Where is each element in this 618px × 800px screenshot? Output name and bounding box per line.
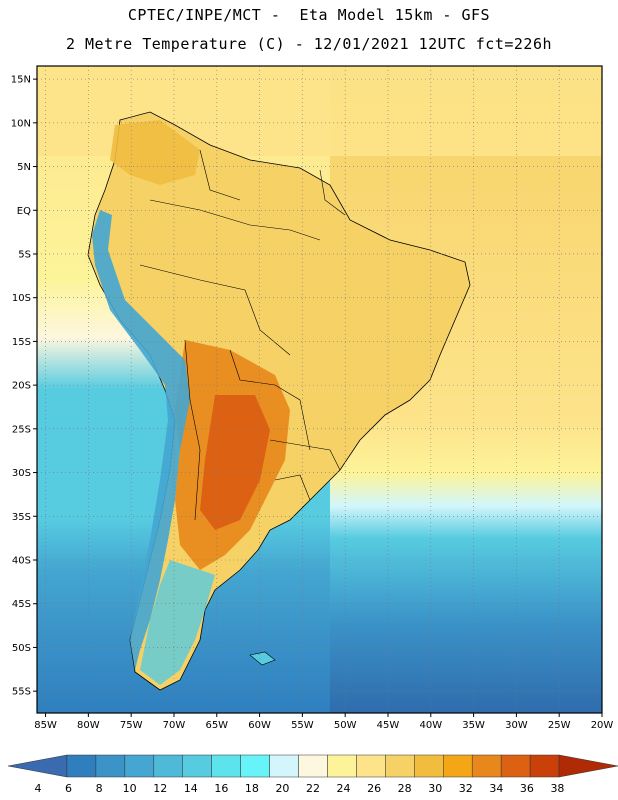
colorbar-swatch	[471, 754, 502, 778]
longitude-labels: 85W 80W 75W 70W 65W 60W 55W 50W 45W 40W 35W 30W 25W 2…	[34, 713, 613, 731]
colorbar-label: 10	[122, 782, 137, 795]
colorbar-swatch	[95, 754, 126, 778]
colorbar-swatch	[356, 754, 386, 778]
colorbar-label: 14	[183, 782, 198, 795]
colorbar-label: 6	[65, 782, 73, 795]
lon-tick-label: 80W	[77, 720, 100, 731]
lat-tick-label: 20S	[12, 381, 31, 392]
colorbar-swatch	[414, 754, 444, 778]
lat-tick-label: 55S	[12, 687, 31, 698]
lat-tick-label: 45S	[12, 599, 31, 610]
colorbar-swatch	[385, 754, 415, 778]
lat-tick-label: 35S	[12, 512, 31, 523]
colorbar-swatch	[443, 754, 473, 778]
lon-tick-label: 50W	[334, 720, 357, 731]
lat-tick-label: 10S	[12, 293, 31, 304]
latitude-labels: 15N 10N 5N EQ 5S 10S 15S 20S 25S 30S 35S 40S 45S 50S 5…	[11, 75, 37, 698]
colorbar-label: 20	[275, 782, 290, 795]
colorbar-label: 4	[34, 782, 42, 795]
colorbar-label: 12	[153, 782, 168, 795]
lat-tick-label: 5N	[17, 162, 31, 173]
lat-tick-label: 5S	[18, 249, 31, 260]
lon-tick-label: 85W	[34, 720, 57, 731]
lat-tick-label: 50S	[12, 643, 31, 654]
hot-zone-north	[110, 120, 200, 185]
colorbar-swatch	[327, 754, 357, 778]
colorbar-swatch	[529, 754, 560, 778]
colorbar-arrow-high	[558, 754, 618, 778]
lat-tick-label: 10N	[11, 118, 31, 129]
colorbar-label: 24	[336, 782, 351, 795]
lon-tick-label: 40W	[419, 720, 442, 731]
colorbar-label: 34	[489, 782, 504, 795]
lon-tick-label: 30W	[505, 720, 528, 731]
lon-tick-label: 25W	[548, 720, 571, 731]
map-frame	[36, 65, 603, 714]
colorbar-swatch	[240, 754, 270, 778]
colorbar-swatch	[182, 754, 212, 778]
lat-tick-label: 15N	[11, 75, 31, 86]
lon-tick-label: 35W	[462, 720, 485, 731]
lat-tick-label: 15S	[12, 337, 31, 348]
colorbar-swatch	[211, 754, 241, 778]
country-borders	[139, 149, 346, 521]
colorbar	[7, 754, 618, 778]
lon-tick-label: 55W	[291, 720, 314, 731]
colorbar-label: 16	[214, 782, 229, 795]
andes-cool-strip	[92, 210, 190, 670]
colorbar-swatch	[124, 754, 155, 778]
colorbar-label: 22	[306, 782, 320, 795]
colorbar-swatch	[298, 754, 328, 778]
colorbar-label: 32	[458, 782, 473, 795]
lon-tick-label: 20W	[591, 720, 614, 731]
colorbar-arrow-low	[7, 754, 68, 778]
lat-tick-label: 40S	[12, 555, 31, 566]
chart-title-line-1: CPTEC/INPE/MCT - Eta Model 15km - GFS	[127, 6, 491, 24]
lon-tick-label: 70W	[163, 720, 186, 731]
colorbar-swatch	[66, 754, 97, 778]
colorbar-swatch	[500, 754, 531, 778]
lat-tick-label: EQ	[17, 206, 31, 217]
lon-tick-label: 60W	[248, 720, 271, 731]
lon-tick-label: 75W	[120, 720, 143, 731]
colorbar-label: 18	[244, 782, 259, 795]
colorbar-label: 38	[550, 782, 565, 795]
colorbar-label: 28	[397, 782, 412, 795]
colorbar-label: 30	[428, 782, 443, 795]
map-field	[37, 66, 602, 713]
colorbar-label: 26	[367, 782, 382, 795]
lon-tick-label: 45W	[377, 720, 400, 731]
chart-title-line-2: 2 Metre Temperature (C) - 12/01/2021 12U…	[65, 35, 553, 53]
lon-tick-label: 65W	[205, 720, 228, 731]
colorbar-swatch	[153, 754, 183, 778]
patagonia-cool	[140, 560, 215, 685]
colorbar-swatch	[269, 754, 299, 778]
falkland-islands	[249, 651, 276, 666]
lat-tick-label: 30S	[12, 468, 31, 479]
colorbar-label: 8	[95, 782, 103, 795]
colorbar-label: 36	[519, 782, 534, 795]
lat-tick-label: 25S	[12, 424, 31, 435]
